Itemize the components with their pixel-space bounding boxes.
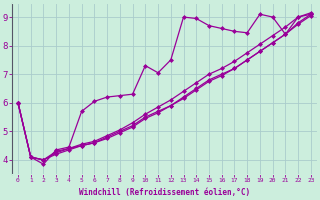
X-axis label: Windchill (Refroidissement éolien,°C): Windchill (Refroidissement éolien,°C)	[79, 188, 250, 197]
